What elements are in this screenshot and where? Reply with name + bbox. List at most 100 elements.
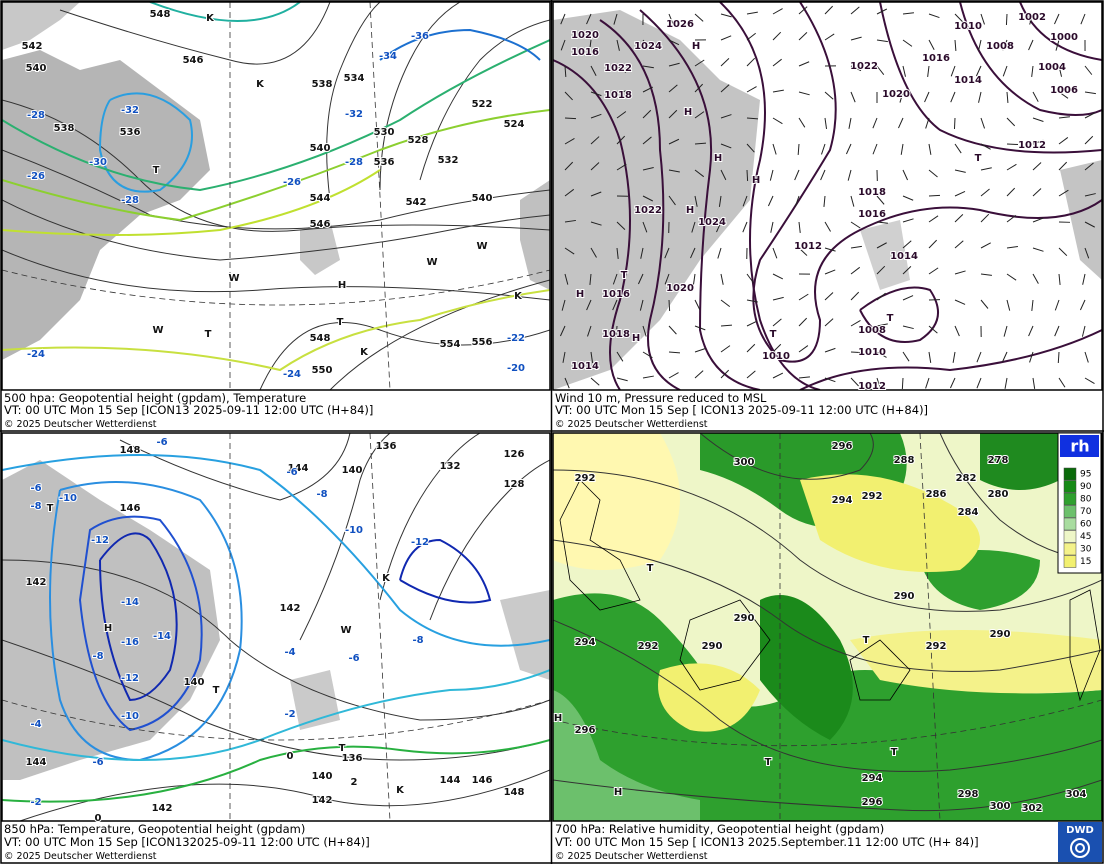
wind-barb [954,39,957,52]
wind-barb [798,117,806,128]
contour-label: 1010 [954,21,982,32]
wind-barb [590,162,600,171]
wind-barb [772,247,778,259]
contour-label: -32 [345,109,363,120]
wind-barb [850,351,863,354]
contour-label: 142 [152,803,173,814]
wind-barb [872,117,878,129]
wind-barb [1080,13,1086,25]
wind-barb [1055,39,1060,51]
wind-barb [928,325,938,334]
wind-barb [559,325,566,337]
wind-barb [902,351,910,362]
wind-barb [642,166,654,171]
contour-label: 132 [440,461,461,472]
contour-label: -28 [27,110,45,121]
contour-label: 1020 [571,30,599,41]
wind-barb [772,58,782,67]
contour-label: 540 [26,63,47,74]
wind-barb [954,190,966,197]
contour-label: 140 [312,771,333,782]
wind-barb [824,292,834,301]
wind-barb [642,325,647,337]
wind-barb [668,109,678,119]
wind-barb [769,169,774,181]
contour-label: 1012 [1018,140,1046,151]
contour-label: 292 [926,641,947,652]
wind-barb [590,247,597,258]
wind-barb [876,8,888,15]
contour-label: 294 [575,637,596,648]
wind-barb [668,39,680,46]
map-msl [553,2,1102,390]
contour-label: -32 [121,105,139,116]
wind-barb [798,293,809,301]
dwd-logo: DWD [1058,822,1102,862]
wind-barb [824,117,828,129]
contour-label: -12 [121,673,139,684]
legend-swatch [1063,492,1077,506]
wind-barb [746,143,755,153]
contour-label: K [514,291,523,302]
wind-barb [560,13,566,25]
contour-label: H [614,787,622,798]
wind-barb [746,117,759,120]
wind-barb [949,377,956,389]
wind-barb [824,318,834,327]
wind-barb [668,351,681,354]
wind-barb [798,91,810,96]
wind-barb [798,221,801,233]
contour-label: 294 [832,495,853,506]
wind-barb [746,11,758,15]
wind-barb [1058,137,1069,145]
contour-label: H [692,41,700,52]
wind-barb [590,91,602,97]
wind-barb [980,143,991,150]
wind-barb [587,325,592,337]
wind-barb [1084,162,1094,171]
wind-barb [950,65,956,77]
wind-barb [1058,247,1068,257]
wind-barb [613,13,618,25]
wind-barb [901,377,904,390]
wind-barb [742,195,748,207]
wind-barb [589,39,592,51]
contour-label: 1024 [698,217,726,228]
wind-barb [954,169,966,173]
wind-barb [1032,273,1039,284]
contour-label: K [396,785,405,796]
wind-barb [642,109,652,119]
wind-barb [845,143,852,155]
wind-barb [902,295,914,301]
wind-barb [950,91,956,103]
wind-barb [1032,377,1036,389]
map-500hpa [2,2,550,390]
legend-swatch [1063,517,1077,531]
legend-level: 45 [1080,532,1091,542]
wind-barb [794,195,800,207]
wind-barb [668,195,676,206]
contour-label: 300 [990,801,1011,812]
map-850hpa [2,433,550,821]
contour-label: T [47,503,54,514]
contour-label: 556 [472,337,493,348]
wind-barb [642,86,654,93]
wind-barb [980,13,985,25]
wind-barb [564,188,575,197]
contour-label: -8 [316,489,327,500]
wind-barb [1006,214,1017,223]
legend-swatch [1063,467,1077,481]
wind-barb [616,221,626,230]
wind-barb [1031,299,1034,311]
contour-label: 140 [342,465,363,476]
wind-barb [1028,39,1034,51]
contour-label: T [765,757,772,768]
contour-label: 1018 [602,329,630,340]
wind-barb [1084,112,1096,119]
contour-label: 0 [287,751,294,762]
wind-barb [824,33,835,41]
wind-barb [1058,91,1069,99]
wind-barb [772,117,783,125]
contour-label: -8 [92,651,103,662]
contour-label: 282 [956,473,977,484]
